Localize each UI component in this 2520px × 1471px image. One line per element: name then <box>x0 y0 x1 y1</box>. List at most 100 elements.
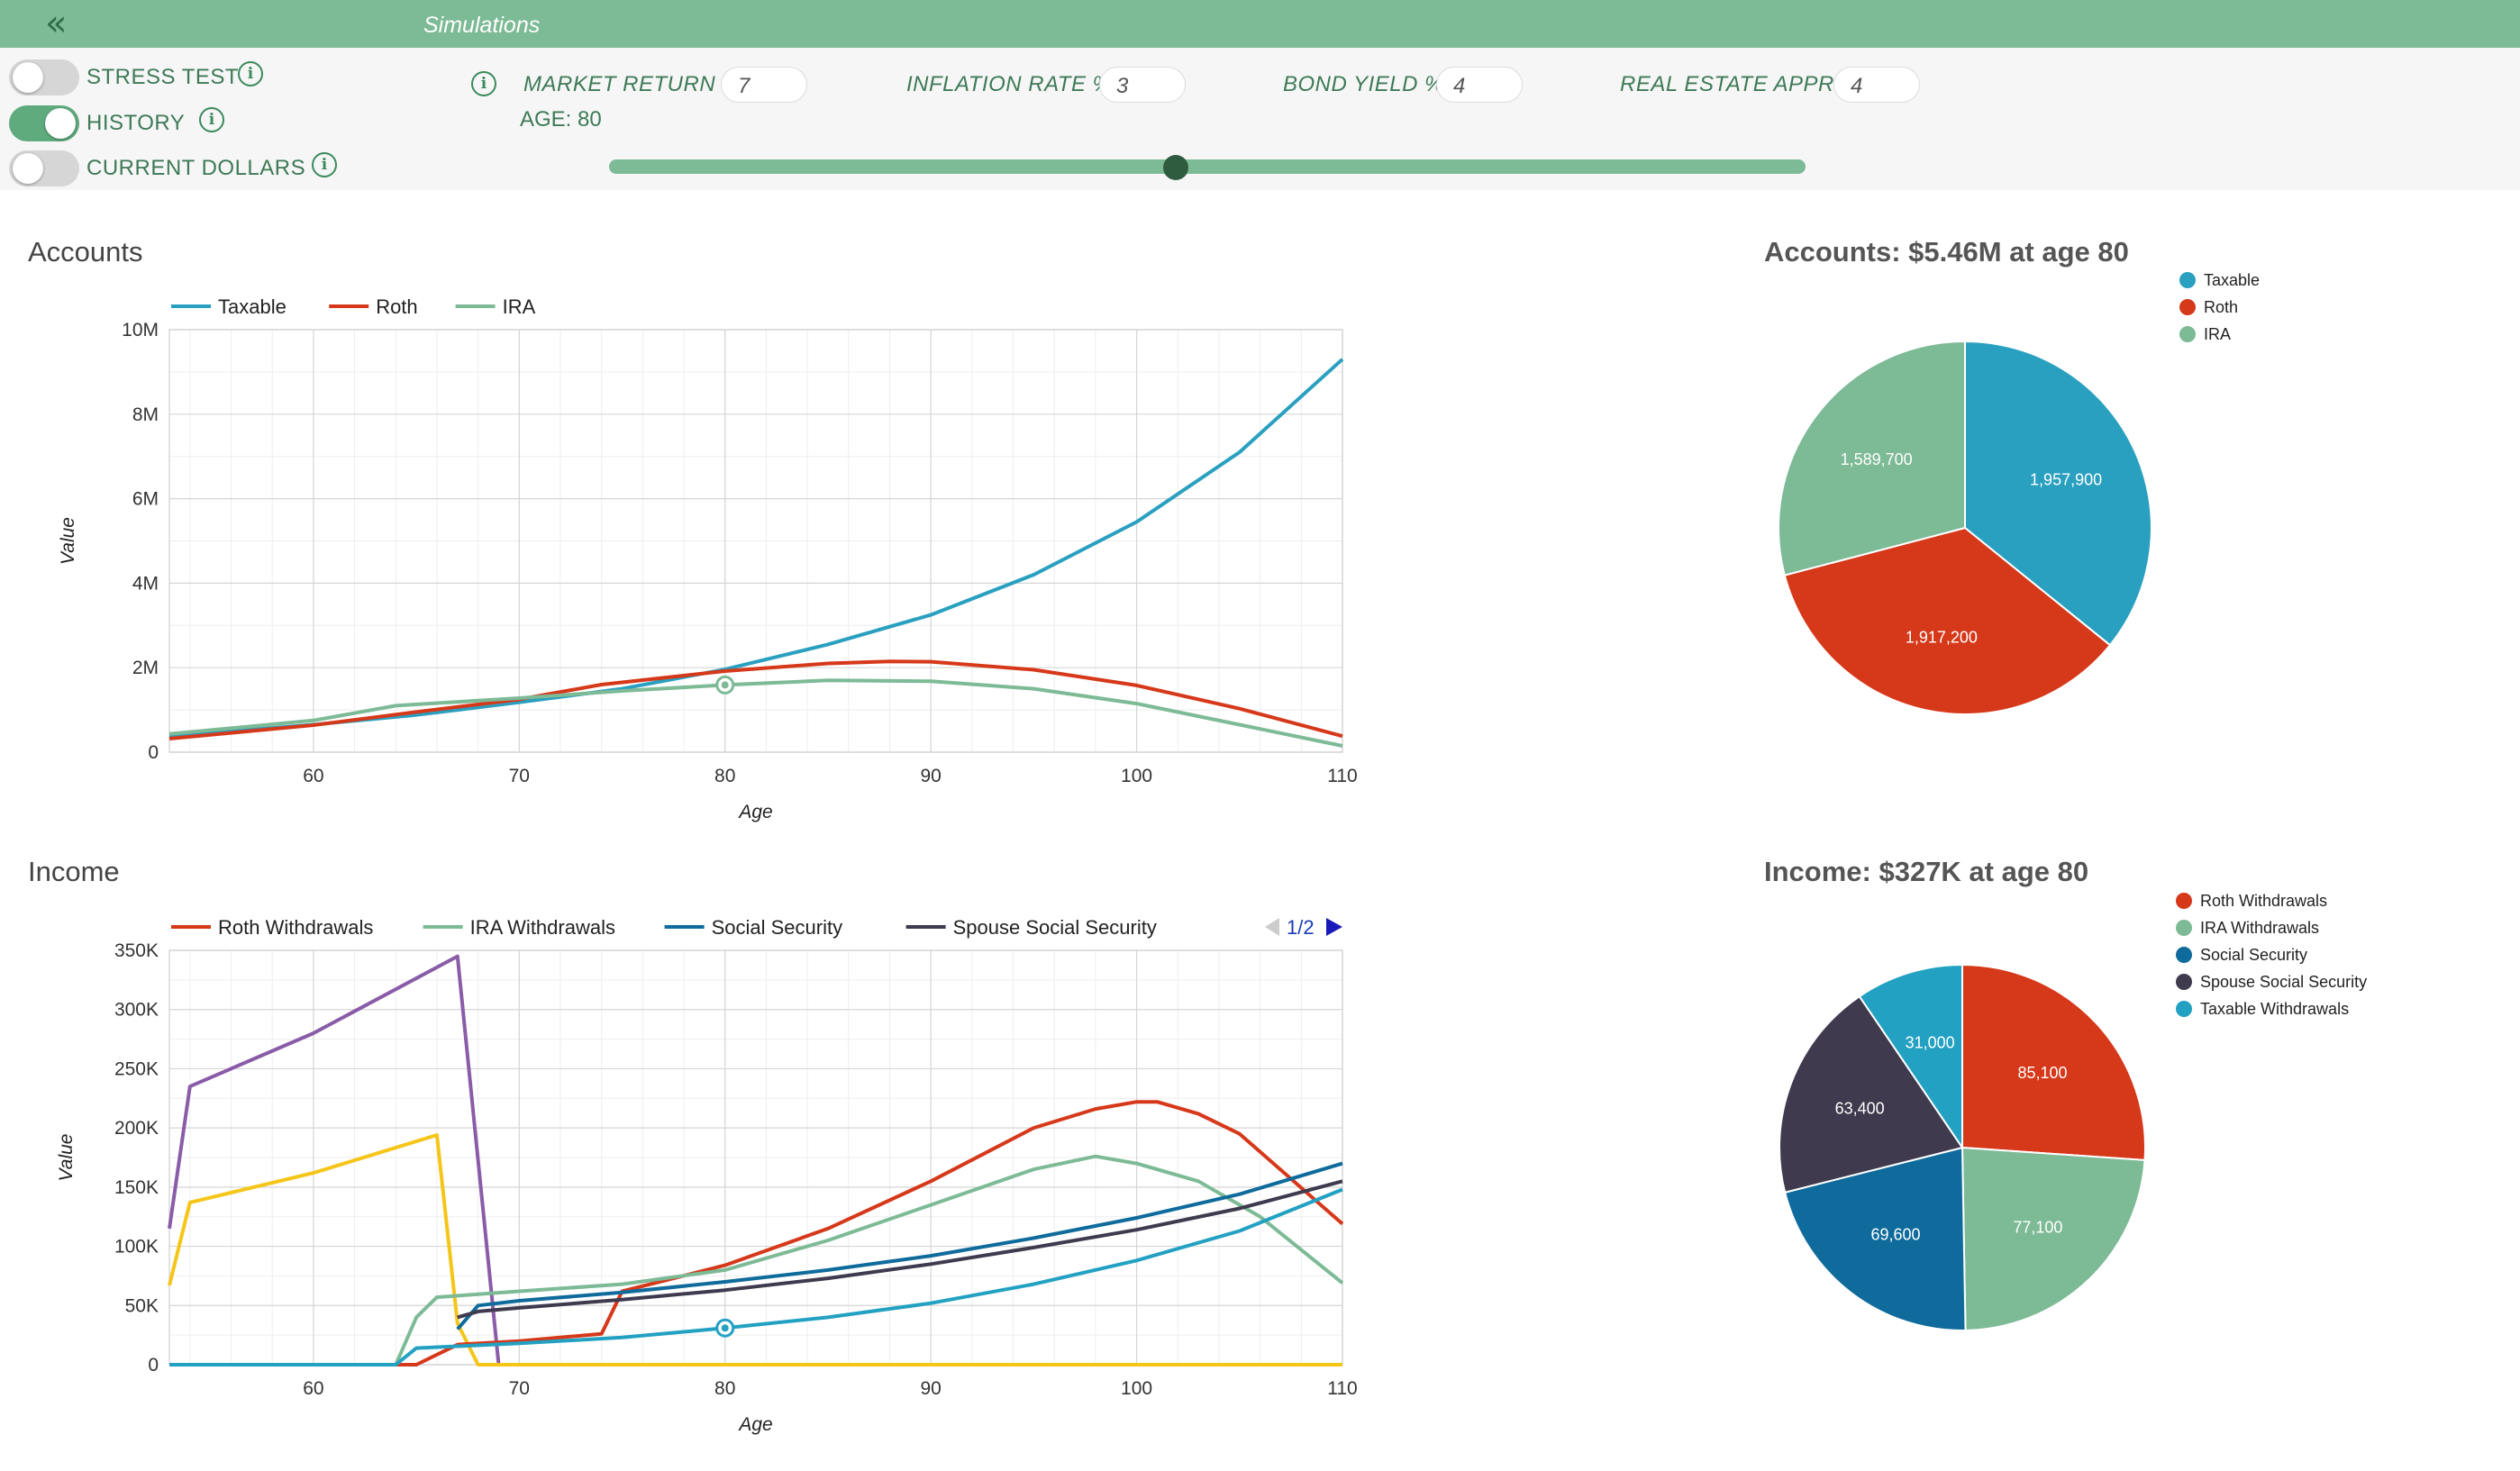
series-line-ira <box>168 678 1343 748</box>
page-title: Simulations <box>423 13 541 38</box>
top-bar: « Simulations <box>0 0 2520 48</box>
stress-test-label: STRESS TEST <box>86 65 240 89</box>
plot-frame <box>168 329 1343 753</box>
pie-legend-label: Taxable <box>2204 271 2260 289</box>
pie-slice-roth <box>1783 526 2112 715</box>
age-slider-thumb[interactable] <box>1163 155 1189 180</box>
y-tick-label: 2M <box>132 658 159 678</box>
y-tick-label: 4M <box>132 573 159 594</box>
income-section-title: Income <box>28 856 120 887</box>
series-line-spouse-social-security <box>457 1179 1343 1320</box>
x-axis-title: Age <box>737 802 772 822</box>
y-tick-label: 6M <box>132 489 159 510</box>
pie-legend-swatch <box>2176 1001 2192 1017</box>
y-tick-label: 0 <box>148 1355 159 1376</box>
pie-slice-label: 69,600 <box>1870 1226 1920 1244</box>
accounts-section-title: Accounts <box>28 236 143 268</box>
inflation-rate-input[interactable] <box>1099 67 1186 103</box>
hover-marker-dot <box>721 681 729 689</box>
x-axis-title: Age <box>737 1414 772 1435</box>
x-tick-label: 60 <box>303 766 323 786</box>
pie-legend-swatch <box>2176 893 2192 909</box>
x-tick-label: 80 <box>714 1378 735 1399</box>
y-tick-label: 100K <box>114 1237 159 1258</box>
pie-legend-swatch <box>2179 326 2196 342</box>
series-line-ira-withdrawals <box>169 1154 1344 1367</box>
y-tick-label: 150K <box>114 1177 159 1198</box>
series-line-roth <box>168 659 1343 740</box>
pie-legend-label: Spouse Social Security <box>2200 973 2367 991</box>
y-tick-label: 50K <box>125 1295 159 1316</box>
legend-next-icon <box>1326 918 1342 936</box>
pie-legend-label: IRA Withdrawals <box>2200 919 2319 937</box>
series-line-unlabeled <box>169 1187 1343 1367</box>
pie-slice-taxable <box>1964 340 2152 647</box>
age-label: AGE: 80 <box>520 107 602 132</box>
legend-label: IRA Withdrawals <box>470 916 615 939</box>
pie-slice-ira-withdrawals <box>1961 1146 2146 1331</box>
legend-label: Roth <box>376 295 417 318</box>
pie-legend-swatch <box>2179 272 2196 288</box>
bond-yield-label: BOND YIELD % <box>1283 72 1444 96</box>
legend-label: Taxable <box>218 295 287 318</box>
history-toggle[interactable] <box>9 105 79 141</box>
toggle-knob <box>45 108 76 139</box>
history-label: HISTORY <box>86 111 186 135</box>
market-return-input[interactable] <box>721 67 807 103</box>
market-return-label: MARKET RETURN % <box>523 72 742 96</box>
pie-slice-label: 1,589,700 <box>1841 450 1913 468</box>
pie-slice-spouse-social-security <box>1779 994 1964 1194</box>
y-tick-label: 250K <box>114 1058 159 1079</box>
pie-slice-taxable-withdrawals <box>1858 963 1963 1151</box>
real-estate-appr-input[interactable] <box>1833 67 1920 103</box>
pie-slice-ira <box>1778 340 1966 577</box>
income-pie-title: Income: $327K at age 80 <box>1764 856 2089 887</box>
pie-legend-swatch <box>2176 974 2192 990</box>
y-tick-label: 0 <box>148 742 159 763</box>
pie-legend-swatch <box>2176 920 2192 936</box>
real-estate-appr-label: REAL ESTATE APPR % <box>1620 72 1860 96</box>
y-axis-title: Value <box>56 1134 77 1182</box>
info-icon[interactable]: i <box>199 107 224 132</box>
pie-slice-social-security <box>1783 1146 1967 1331</box>
x-tick-label: 60 <box>303 1378 323 1399</box>
pie-slice-label: 77,100 <box>2013 1218 2062 1236</box>
x-tick-label: 110 <box>1327 1378 1357 1399</box>
stress-test-toggle[interactable] <box>9 59 79 95</box>
pie-legend-label: Social Security <box>2200 946 2307 964</box>
legend-label: Social Security <box>712 916 843 939</box>
info-icon[interactable]: i <box>471 71 496 96</box>
x-tick-label: 90 <box>920 1378 941 1399</box>
current-dollars-label: CURRENT DOLLARS <box>86 156 306 180</box>
x-tick-label: 100 <box>1121 1378 1152 1399</box>
series-line-unlabeled <box>168 954 501 1366</box>
info-icon[interactable]: i <box>312 152 337 177</box>
legend-label: IRA <box>503 295 536 318</box>
toggle-knob <box>13 62 43 93</box>
pie-slice-label: 31,000 <box>1906 1034 1955 1052</box>
pie-legend-label: Roth <box>2204 298 2238 316</box>
bond-yield-input[interactable] <box>1436 67 1523 103</box>
x-tick-label: 100 <box>1121 766 1152 786</box>
pie-slice-label: 1,957,900 <box>2030 471 2102 489</box>
y-tick-label: 200K <box>114 1118 159 1139</box>
age-slider-track[interactable] <box>609 159 1806 174</box>
series-line-taxable <box>168 358 1344 739</box>
inflation-rate-label: INFLATION RATE % <box>906 72 1113 96</box>
legend-label: Roth Withdrawals <box>218 916 373 939</box>
x-tick-label: 80 <box>714 766 735 786</box>
info-icon[interactable]: i <box>238 61 263 86</box>
income-line-chart: 0 50K 100K 150K 200K 250K 300K 350K 60 70 80 90 100 1… <box>56 916 1358 1435</box>
x-tick-label: 110 <box>1327 766 1357 786</box>
series-line-social-security <box>456 1161 1343 1330</box>
double-chevron-left-icon[interactable]: « <box>45 3 68 44</box>
pie-legend-label: IRA <box>2204 325 2231 343</box>
y-tick-label: 350K <box>114 940 159 961</box>
pie-slice-label: 85,100 <box>2017 1064 2067 1082</box>
y-tick-label: 300K <box>114 1000 159 1021</box>
current-dollars-toggle[interactable] <box>9 150 79 186</box>
y-tick-label: 10M <box>122 320 159 341</box>
series-line-unlabeled <box>168 1133 1342 1367</box>
pie-slice-label: 1,917,200 <box>1906 628 1978 646</box>
pie-legend-label: Roth Withdrawals <box>2200 892 2327 910</box>
